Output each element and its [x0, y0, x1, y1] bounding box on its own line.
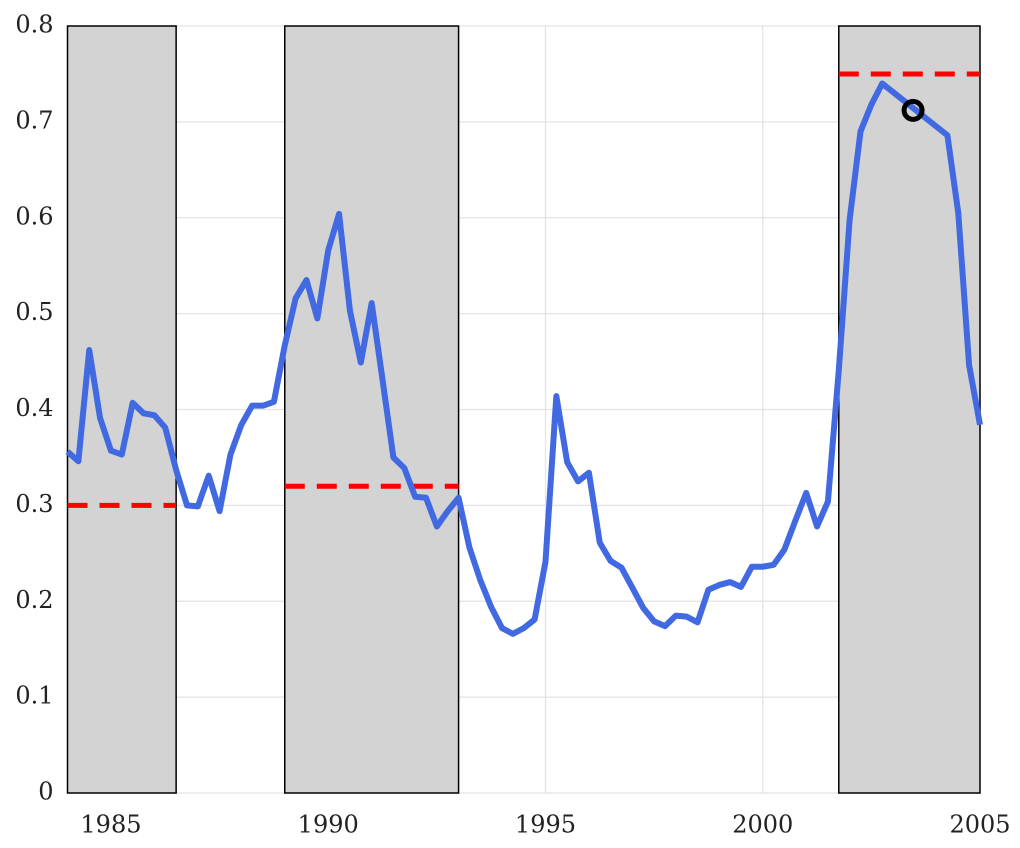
- x-tick-label: 2000: [732, 811, 793, 839]
- marker: [901, 98, 925, 122]
- y-tick-label: 0.8: [15, 11, 53, 39]
- y-tick-label: 0.3: [15, 490, 53, 518]
- y-tick-label: 0.7: [15, 106, 53, 134]
- x-tick-label: 1995: [515, 811, 576, 839]
- y-tick-label: 0.2: [15, 586, 53, 614]
- data-line: [65, 80, 983, 637]
- y-tick-label: 0.6: [15, 202, 53, 230]
- y-tick-label: 0.1: [15, 682, 53, 710]
- y-tick-label: 0.5: [15, 298, 53, 326]
- y-tick-label: 0: [38, 778, 53, 806]
- x-tick-label: 1990: [298, 811, 359, 839]
- x-tick-label: 2005: [949, 811, 1010, 839]
- y-tick-label: 0.4: [15, 394, 53, 422]
- shaded-region: [284, 25, 460, 794]
- x-tick-label: 1985: [80, 811, 141, 839]
